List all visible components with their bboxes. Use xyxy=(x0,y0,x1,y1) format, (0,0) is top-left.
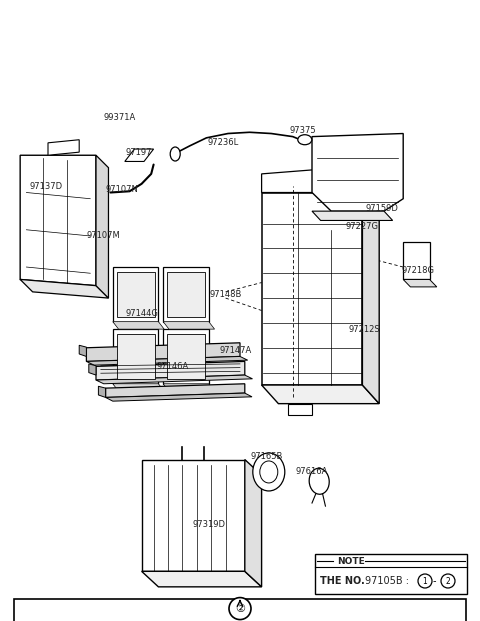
Ellipse shape xyxy=(253,453,285,491)
Polygon shape xyxy=(106,393,252,401)
Text: NOTE: NOTE xyxy=(337,556,365,566)
Ellipse shape xyxy=(260,461,278,483)
Circle shape xyxy=(418,574,432,588)
Text: 97227G: 97227G xyxy=(346,222,379,231)
Bar xyxy=(315,554,467,594)
Text: 97236L: 97236L xyxy=(207,138,239,147)
Text: 97218G: 97218G xyxy=(401,266,434,274)
Polygon shape xyxy=(98,386,106,397)
Polygon shape xyxy=(20,155,96,286)
Polygon shape xyxy=(262,385,379,404)
Polygon shape xyxy=(113,322,164,329)
Text: ②: ② xyxy=(235,604,245,614)
Polygon shape xyxy=(96,155,108,298)
Text: 97147A: 97147A xyxy=(219,347,252,355)
Polygon shape xyxy=(86,356,248,365)
Polygon shape xyxy=(167,272,205,317)
Circle shape xyxy=(229,597,251,620)
Polygon shape xyxy=(89,364,96,375)
Polygon shape xyxy=(262,168,362,193)
Polygon shape xyxy=(96,361,245,380)
Ellipse shape xyxy=(170,147,180,161)
Polygon shape xyxy=(403,279,437,287)
Polygon shape xyxy=(362,193,379,404)
Polygon shape xyxy=(125,149,154,161)
Polygon shape xyxy=(96,375,252,384)
Polygon shape xyxy=(142,571,262,587)
Text: 97105B :: 97105B : xyxy=(365,576,409,586)
Text: 2: 2 xyxy=(445,576,450,586)
Polygon shape xyxy=(86,343,240,361)
Polygon shape xyxy=(262,193,362,385)
Polygon shape xyxy=(113,384,164,391)
Text: 97148B: 97148B xyxy=(209,291,242,299)
Text: 97107N: 97107N xyxy=(106,185,139,194)
Polygon shape xyxy=(167,334,205,379)
Polygon shape xyxy=(142,460,245,571)
Text: 97375: 97375 xyxy=(289,126,316,135)
Polygon shape xyxy=(163,322,215,329)
Text: 97212S: 97212S xyxy=(349,325,381,333)
Polygon shape xyxy=(403,242,430,279)
Text: 1: 1 xyxy=(422,576,427,586)
Text: 97319D: 97319D xyxy=(192,520,225,529)
Polygon shape xyxy=(163,329,209,384)
Text: 97165B: 97165B xyxy=(250,452,283,461)
Text: 97616A: 97616A xyxy=(296,468,328,476)
Text: 99371A: 99371A xyxy=(104,114,136,122)
Polygon shape xyxy=(106,384,245,397)
Circle shape xyxy=(441,574,455,588)
Polygon shape xyxy=(312,211,393,220)
Polygon shape xyxy=(163,384,215,391)
Text: -: - xyxy=(433,576,436,586)
Text: 97144G: 97144G xyxy=(125,309,158,318)
Polygon shape xyxy=(79,345,86,356)
Polygon shape xyxy=(113,329,158,384)
Ellipse shape xyxy=(298,135,312,145)
Polygon shape xyxy=(117,334,155,379)
Polygon shape xyxy=(288,404,312,415)
Text: 97197: 97197 xyxy=(126,148,153,156)
Polygon shape xyxy=(245,460,262,587)
Text: 97137D: 97137D xyxy=(29,182,62,191)
Ellipse shape xyxy=(309,468,329,494)
Text: THE NO.: THE NO. xyxy=(320,576,365,586)
Polygon shape xyxy=(312,134,403,211)
Polygon shape xyxy=(163,267,209,322)
Polygon shape xyxy=(117,272,155,317)
Polygon shape xyxy=(20,279,108,298)
Polygon shape xyxy=(113,267,158,322)
Text: 97146A: 97146A xyxy=(156,362,189,371)
Polygon shape xyxy=(48,140,79,155)
Text: 97159D: 97159D xyxy=(365,204,398,212)
Text: 97107M: 97107M xyxy=(86,232,120,240)
